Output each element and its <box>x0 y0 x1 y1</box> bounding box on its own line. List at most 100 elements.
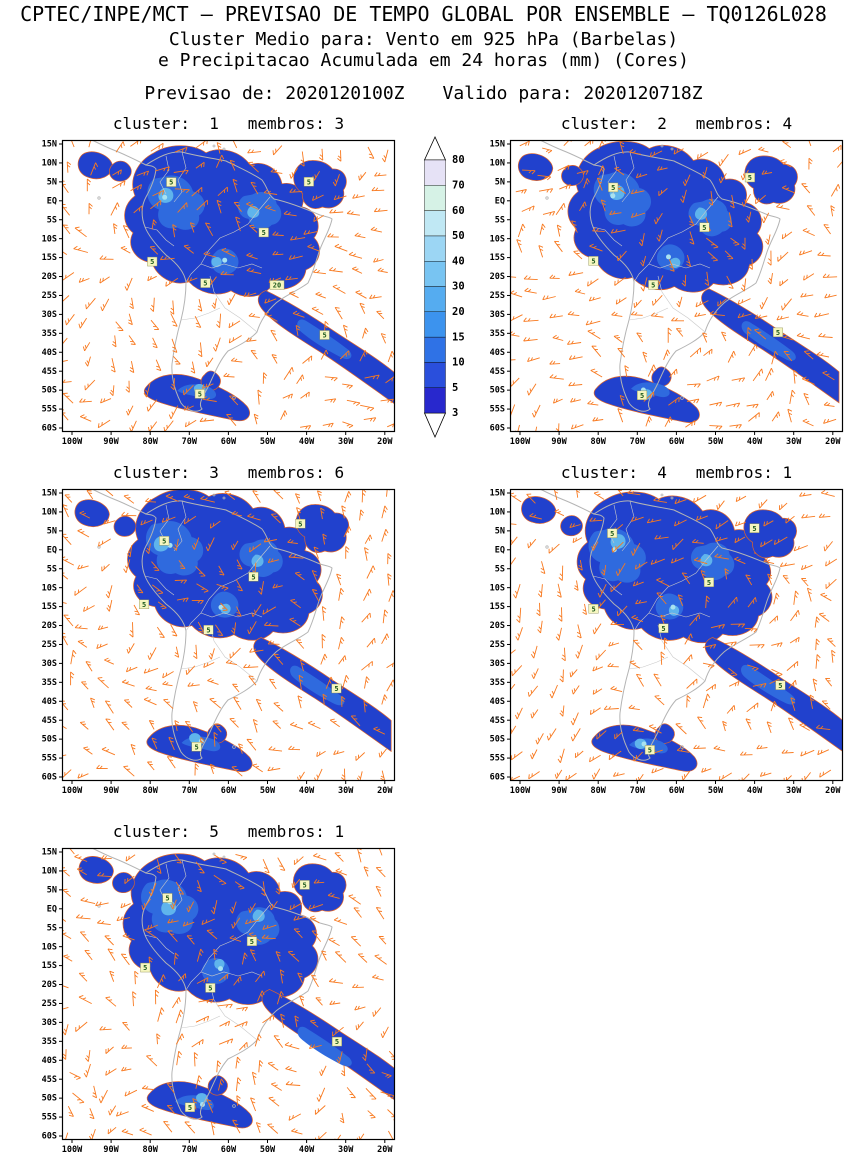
panel-title: cluster: 5 membros: 1 <box>112 822 345 841</box>
coastlines <box>539 140 781 412</box>
wind-barb <box>184 1121 196 1134</box>
lat-axis-label: 15S <box>42 602 57 612</box>
wind-barb <box>567 340 582 345</box>
wind-barb <box>290 598 301 609</box>
wind-barb <box>175 881 184 895</box>
wind-barb <box>675 723 687 735</box>
wind-barb <box>592 666 603 672</box>
wind-barb <box>801 183 811 194</box>
country-border <box>633 545 719 632</box>
lat-axis-label: 15N <box>42 140 57 150</box>
wind-barb <box>823 418 837 424</box>
lat-axis-label: 40S <box>42 348 57 358</box>
wind-barb <box>300 391 310 399</box>
wind-barb <box>196 977 209 984</box>
lat-axis-label: EQ <box>47 545 57 555</box>
wind-barb <box>103 519 116 525</box>
wind-barb <box>165 277 179 287</box>
axis-labels: 15N10N5NEQ5S10S15S20S25S30S35S40S45S50S5… <box>490 489 842 796</box>
wind-barb <box>754 328 767 340</box>
wind-barb <box>268 1096 280 1107</box>
country-border <box>209 624 258 682</box>
wind-barb <box>191 599 204 605</box>
wind-barb <box>616 605 628 617</box>
coastlines <box>91 489 333 761</box>
wind-barb <box>527 538 537 549</box>
wind-barb <box>689 231 695 245</box>
wind-barb <box>288 745 301 751</box>
wind-barb <box>90 697 95 708</box>
wind-barb <box>115 141 125 153</box>
wind-barb <box>718 153 729 167</box>
wind-barb <box>591 541 599 551</box>
wind-barb <box>124 875 135 884</box>
plot-frame <box>61 488 396 782</box>
precip-blob <box>293 863 347 913</box>
wind-barb <box>96 643 108 650</box>
lat-axis-label: 5S <box>47 923 57 933</box>
wind-barb <box>191 1039 204 1048</box>
wind-barb <box>261 934 276 940</box>
wind-barb <box>686 695 691 708</box>
panel-title: cluster: 4 membros: 1 <box>560 463 793 482</box>
wind-barb <box>387 573 392 586</box>
wind-barb <box>809 694 815 709</box>
wind-barb <box>74 586 87 596</box>
wind-barb <box>779 159 792 168</box>
wind-barb <box>352 194 365 199</box>
wind-barb <box>320 507 325 520</box>
wind-barb <box>636 673 644 687</box>
wind-barb <box>152 337 158 349</box>
wind-barb <box>167 918 179 924</box>
wind-barb <box>80 414 92 422</box>
wind-barb <box>529 513 542 520</box>
wind-barb <box>197 621 205 633</box>
island <box>212 852 216 856</box>
wind-barb <box>262 372 268 384</box>
contour-label: 5 <box>702 224 706 232</box>
wind-barb <box>150 142 164 152</box>
wind-barb <box>307 244 320 252</box>
wind-barb <box>121 679 135 687</box>
country-border <box>621 500 635 552</box>
wind-barb <box>523 275 538 281</box>
wind-barb <box>285 1065 297 1073</box>
wind-barb <box>576 624 582 639</box>
wind-barb <box>380 770 386 781</box>
wind-barb <box>214 723 222 733</box>
wind-barb <box>123 765 135 777</box>
wind-barb <box>730 237 740 246</box>
wind-barb <box>249 648 264 653</box>
lat-axis-label: 35S <box>42 329 57 339</box>
wind-barb <box>241 952 248 965</box>
wind-barb <box>728 667 738 677</box>
wind-barb <box>546 728 557 741</box>
wind-barb <box>232 1119 241 1134</box>
wind-barb <box>272 720 282 729</box>
lat-axis-label: 45S <box>490 716 505 726</box>
wind-barb <box>297 695 303 709</box>
wind-barb-field <box>62 848 395 1140</box>
wind-barb <box>74 226 87 238</box>
wind-barb <box>234 881 245 890</box>
wind-barb <box>257 990 265 1002</box>
colorbar-segment <box>424 260 446 287</box>
wind-barb <box>270 513 281 524</box>
wind-barb <box>363 588 372 601</box>
wind-barb <box>209 520 221 529</box>
wind-barb <box>172 224 177 238</box>
wind-barb <box>561 647 566 662</box>
wind-barb <box>83 1063 91 1078</box>
map-content: 5 5 5 5 5 5 5 <box>62 848 395 1140</box>
wind-barb <box>589 754 601 763</box>
wind-barb <box>702 662 715 669</box>
wind-barb <box>75 914 91 920</box>
wind-barb <box>803 350 814 360</box>
wind-barb <box>381 149 389 163</box>
lat-axis-label: 35S <box>42 1037 57 1047</box>
wind-barb <box>297 972 303 984</box>
wind-barb <box>183 244 194 254</box>
wind-barb <box>144 928 157 939</box>
wind-barb <box>233 696 242 710</box>
